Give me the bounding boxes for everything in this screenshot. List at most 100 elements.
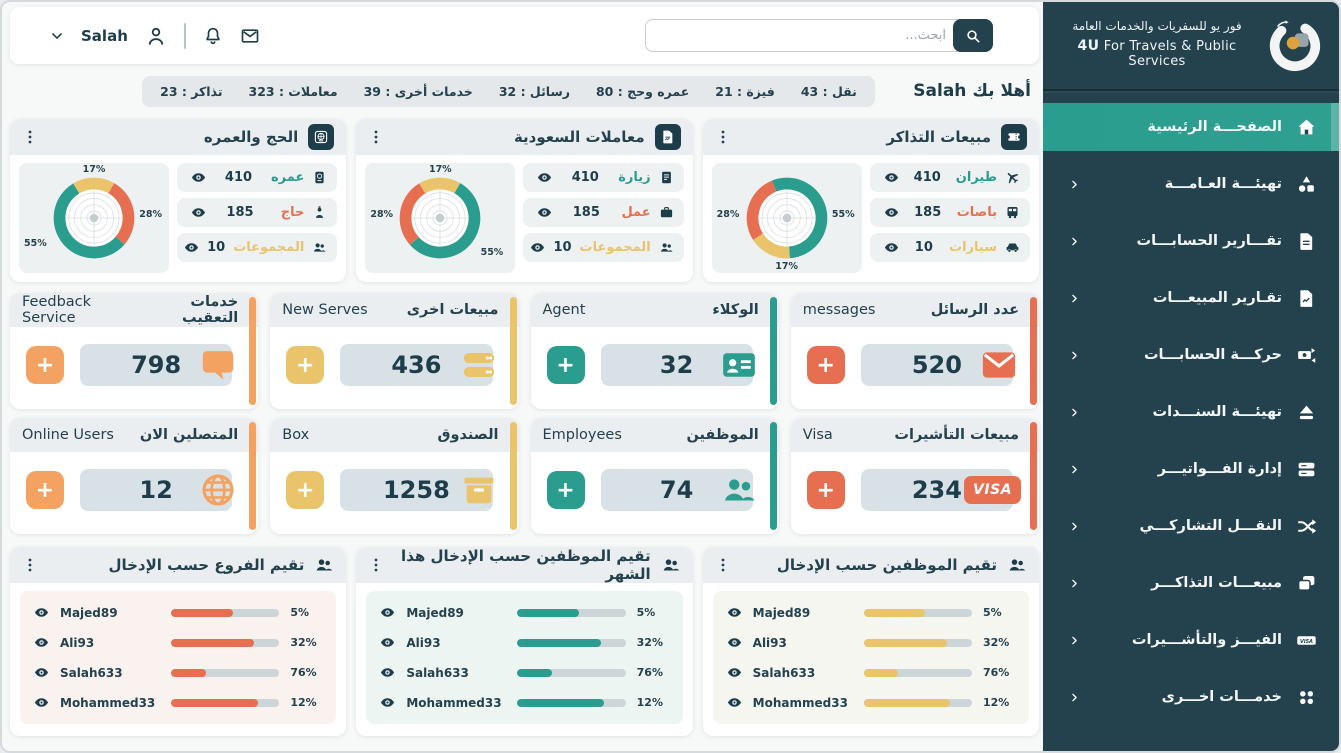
metric-row: زيارة 410	[523, 163, 684, 192]
metric-value: 10	[553, 240, 572, 255]
eye-icon[interactable]	[34, 635, 49, 650]
sidebar: فور يو للسفريات والخدمات العامة 4U For T…	[1043, 2, 1339, 751]
sidebar-item-general-setup[interactable]: تهيئـــة العـامـــة	[1043, 160, 1339, 208]
sidebar-item-account-moves[interactable]: حركـــة الحسابـــات	[1043, 331, 1339, 379]
rating-row: Majed89 5%	[380, 605, 668, 620]
sidebar-item-label: حركـــة الحسابـــات	[1143, 347, 1282, 363]
sidebar-item-ticket-sales[interactable]: مبيعـــات التذاكـــر	[1043, 559, 1339, 607]
briefcase-icon	[659, 205, 674, 220]
metric-value: 10	[914, 240, 933, 255]
eye-icon[interactable]	[380, 665, 395, 680]
metric-label: سيارات	[949, 240, 997, 255]
eye-icon[interactable]	[537, 205, 552, 220]
card-body: Majed89 5% Ali93 32% Salah633 76% Mohammed33 12…	[10, 583, 346, 736]
rating-percent: 5%	[983, 606, 1002, 619]
visa-badge: VISA	[964, 476, 1021, 504]
progress-fill	[863, 638, 948, 647]
card-title: تقيم الموظفين حسب الإدخال هذا الشهر	[401, 547, 651, 583]
value-pill: 12	[80, 469, 234, 511]
kebab-menu-icon[interactable]	[715, 128, 731, 146]
search-input[interactable]	[645, 19, 993, 52]
sidebar-item-label: مبيعـــات التذاكـــر	[1151, 575, 1282, 591]
sidebar-item-label: الفيـــز والتأشـــيرات	[1131, 632, 1282, 648]
progress-fill	[517, 608, 580, 617]
donut-segment-label: 55%	[480, 246, 504, 258]
kebab-menu-icon[interactable]	[22, 128, 38, 146]
add-button[interactable]: +	[546, 346, 585, 384]
summary-stat: نقل : 43	[800, 83, 857, 99]
eye-icon[interactable]	[537, 170, 552, 185]
eye-icon[interactable]	[191, 205, 206, 220]
eye-icon[interactable]	[380, 605, 395, 620]
eye-icon[interactable]	[184, 240, 199, 255]
kebab-menu-icon[interactable]	[715, 556, 731, 574]
eye-icon[interactable]	[380, 635, 395, 650]
rating-card-employees-entry-month: تقيم الموظفين حسب الإدخال هذا الشهر Majed…	[356, 547, 693, 736]
add-button[interactable]: +	[806, 471, 845, 509]
sidebar-item-invoices[interactable]: إدارة الفـــواتيـــر	[1043, 445, 1339, 493]
main-area: Salah تذاكر : 23 معاملات : 323 خدمات أخرى …	[2, 2, 1043, 751]
kebab-menu-icon[interactable]	[368, 556, 384, 574]
griddots-icon	[1296, 687, 1317, 708]
bell-icon[interactable]	[203, 26, 223, 46]
rating-card-employees-entry: تقيم الموظفين حسب الإدخال Majed89 5% Ali93 3…	[702, 547, 1039, 736]
progress-track	[171, 668, 280, 677]
value-pill: 798	[80, 344, 234, 386]
eye-icon[interactable]	[884, 240, 899, 255]
eye-icon[interactable]	[884, 170, 899, 185]
mailfill-icon	[980, 346, 1018, 384]
chevron-down-icon[interactable]	[50, 29, 64, 43]
card-body: 32 +	[531, 327, 779, 386]
sidebar-item-visas[interactable]: VISA الفيـــز والتأشـــيرات	[1043, 616, 1339, 664]
add-button[interactable]: +	[286, 346, 325, 384]
search-button[interactable]	[953, 19, 993, 52]
donut-segment-label: 17%	[428, 164, 452, 175]
progress-fill	[171, 668, 206, 677]
sidebar-item-other-services[interactable]: خدمـــات اخـــرى	[1043, 673, 1339, 721]
progress-fill	[863, 698, 951, 707]
add-button[interactable]: +	[286, 471, 325, 509]
rating-row: Ali93 32%	[380, 635, 668, 650]
donut-chart: 17% 55% 28%	[365, 163, 516, 273]
sidebar-item-bonds-setup[interactable]: تهيئـــة السنـــدات	[1043, 388, 1339, 436]
sidebar-item-home[interactable]: الصفحـــة الرئيسية	[1043, 103, 1339, 151]
user-icon[interactable]	[145, 25, 167, 47]
rating-row: Salah633 76%	[380, 665, 668, 680]
add-button[interactable]: +	[26, 346, 64, 384]
eye-icon[interactable]	[34, 605, 49, 620]
rating-percent: 12%	[983, 696, 1010, 709]
search-icon	[965, 28, 981, 44]
brand-name-arabic: فور يو للسفريات والخدمات العامة	[1072, 19, 1242, 33]
eye-icon[interactable]	[884, 205, 899, 220]
ticket-icon	[1001, 124, 1027, 150]
add-button[interactable]: +	[806, 346, 845, 384]
kebab-menu-icon[interactable]	[22, 556, 38, 574]
rating-row: Mohammed33 12%	[34, 695, 322, 710]
eye-icon[interactable]	[34, 665, 49, 680]
eye-icon[interactable]	[34, 695, 49, 710]
eye-icon[interactable]	[727, 635, 742, 650]
sidebar-item-account-reports[interactable]: تقـــارير الحسابـــات	[1043, 217, 1339, 265]
add-button[interactable]: +	[546, 471, 585, 509]
card-title-arabic: الموظفين	[686, 427, 759, 443]
metric-row: طيران 410	[869, 163, 1030, 192]
chevron-right-icon	[1069, 578, 1080, 589]
sidebar-item-shared-transport[interactable]: النقـــل التشاركـــي	[1043, 502, 1339, 550]
mail-icon[interactable]	[240, 26, 260, 46]
kebab-menu-icon[interactable]	[368, 128, 384, 146]
eye-icon[interactable]	[727, 695, 742, 710]
pilgrim-icon	[312, 205, 327, 220]
eye-icon[interactable]	[380, 695, 395, 710]
chevron-right-icon	[1069, 293, 1080, 304]
sidebar-item-sales-reports[interactable]: تقـارير المبيعـــات	[1043, 274, 1339, 322]
eye-icon[interactable]	[727, 665, 742, 680]
metric-label: طيران	[955, 170, 997, 185]
eye-icon[interactable]	[530, 240, 545, 255]
eye-icon[interactable]	[191, 170, 206, 185]
topbar-username[interactable]: Salah	[81, 26, 128, 45]
stat-value: 520	[911, 351, 962, 379]
eye-icon[interactable]	[727, 605, 742, 620]
summary-stats: تذاكر : 23 معاملات : 323 خدمات أخرى : 39 رس…	[142, 75, 875, 107]
passport-icon	[312, 170, 327, 185]
add-button[interactable]: +	[26, 471, 64, 509]
